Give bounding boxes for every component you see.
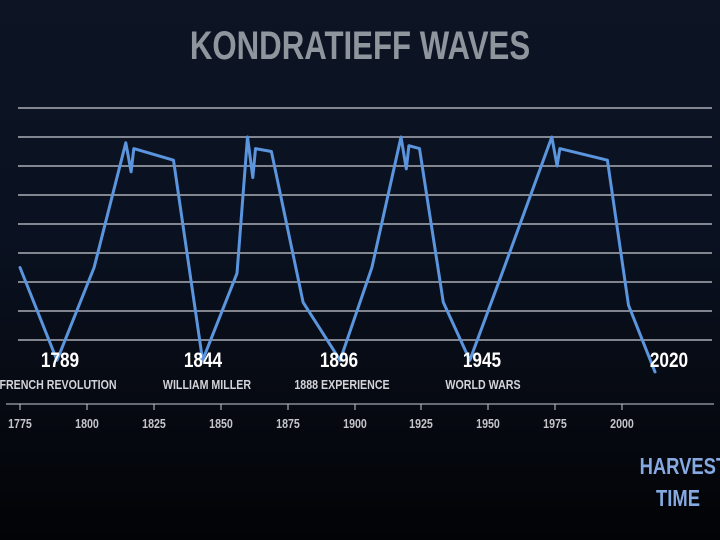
wave-line — [18, 135, 657, 374]
marker-year: 2020 — [650, 350, 688, 373]
chart-title: KONDRATIEFF WAVES — [189, 24, 531, 68]
x-tick-label: 1950 — [476, 416, 500, 431]
x-tick-label: 1925 — [409, 416, 433, 431]
gridlines — [18, 107, 712, 341]
marker-event: WILLIAM MILLER — [163, 377, 252, 392]
x-tick-label: 2000 — [610, 416, 634, 431]
marker-event: 1888 EXPERIENCE — [294, 377, 389, 392]
x-tick-label: 1875 — [276, 416, 300, 431]
harvest-line-2: TIME — [656, 485, 700, 511]
marker-year: 1844 — [184, 350, 223, 373]
x-tick-label: 1850 — [209, 416, 233, 431]
marker-labels: 1789 FRENCH REVOLUTION 1844 WILLIAM MILLER 1… — [0, 350, 688, 393]
harvest-time-label: HARVEST TIME — [639, 450, 720, 514]
marker-year: 1896 — [320, 350, 358, 373]
x-tick-label: 1975 — [543, 416, 567, 431]
x-axis-ticks: 1775 1800 1825 1850 1875 1900 1925 1950 1975 2000 — [8, 404, 634, 431]
marker-year: 1945 — [463, 350, 502, 373]
x-tick-label: 1800 — [75, 416, 99, 431]
x-tick-label: 1825 — [142, 416, 166, 431]
x-tick-label: 1900 — [343, 416, 367, 431]
marker-year: 1789 — [41, 350, 79, 373]
marker-event: FRENCH REVOLUTION — [0, 377, 117, 392]
harvest-line-1: HARVEST — [639, 453, 720, 479]
marker-event: WORLD WARS — [445, 377, 520, 392]
x-tick-label: 1775 — [8, 416, 32, 431]
